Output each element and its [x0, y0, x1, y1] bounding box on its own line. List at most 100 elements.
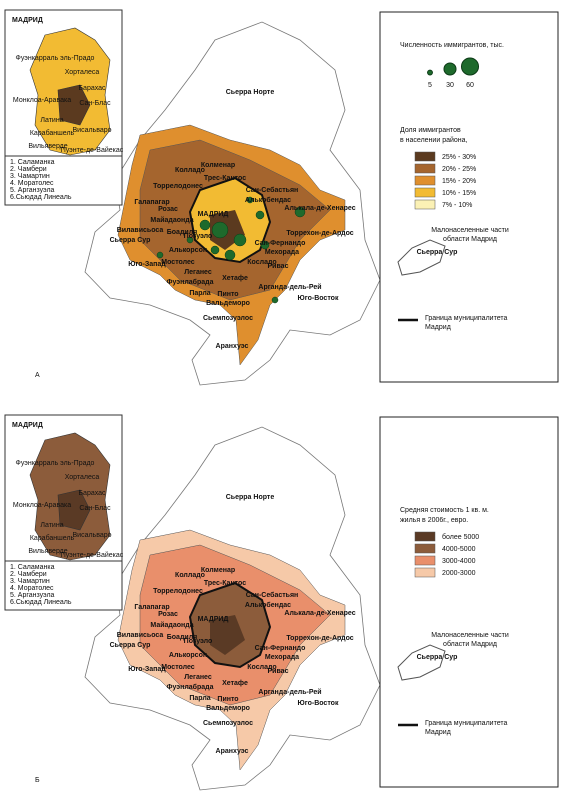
inset-label: Фуэнкарраль эль-Прадо: [16, 55, 95, 62]
map-label: Колладо: [175, 167, 205, 174]
map-panel: Сьерра НортеКолменарКолладоТоррелодонесТ…: [4, 9, 559, 386]
map-label: Вальдеморо: [206, 300, 250, 307]
map-label: Леганес: [184, 269, 212, 276]
immigrant-circle: [224, 249, 236, 261]
map-label: Алькобендас: [245, 196, 291, 204]
legend-swatch: [414, 567, 436, 578]
map-label: Алькорсон: [169, 247, 207, 254]
map-label: Ривас: [268, 668, 289, 675]
immigrant-circle: [255, 210, 265, 220]
map-label: Торрехон-де-Ардос: [286, 230, 353, 237]
size-title: Численность иммигрантов, тыс.: [400, 42, 504, 49]
immigrant-circle: [246, 196, 254, 204]
map-label: Сьерра Сур: [110, 237, 151, 244]
size-circle: [443, 62, 457, 76]
map-label: МАДРИД: [198, 211, 229, 218]
legend-label: 15% - 20%: [442, 178, 476, 185]
legend-label: 10% - 15%: [442, 190, 476, 197]
map-label: Торрелодонес: [153, 183, 203, 190]
immigrant-circle: [186, 236, 194, 244]
map-label: Галапагар: [134, 199, 169, 206]
inset-list-item: 5. Арганзуэла: [10, 592, 55, 599]
legend-label: 3000-4000: [442, 558, 476, 565]
border-label: Граница муниципалитета: [425, 315, 507, 322]
legend-swatch: [414, 543, 436, 554]
panel-letter: А: [35, 372, 40, 379]
map-label: Мостолес: [161, 664, 195, 671]
inset-label: Монклоа-Аравака: [13, 502, 71, 509]
inset-list-item: 2. Чамбери: [10, 570, 47, 578]
map-label: Колменар: [201, 162, 235, 169]
map-label: Алькобендас: [245, 601, 291, 609]
sparse-label: Малонаселенные части: [431, 227, 509, 234]
inset-label: Пуэнте-де-Вайекас: [61, 146, 124, 154]
madrid-center: [210, 615, 245, 655]
sparse-label: области Мадрид: [443, 640, 497, 648]
map-label: Фуэнлабрада: [166, 278, 213, 286]
map-label: Юго-Запад: [128, 261, 166, 268]
sparse-sample: [397, 644, 446, 681]
legend-title: жилья в 2006г., евро.: [400, 517, 468, 524]
inset-list-item: 3. Чамартин: [10, 173, 50, 180]
inset-label: Барахас: [78, 490, 106, 497]
inset-list-item: 3. Чамартин: [10, 578, 50, 585]
map-label: Сьерра Норте: [226, 89, 275, 96]
map-label: Вальдеморо: [206, 705, 250, 712]
map-label: Парла: [189, 695, 210, 702]
map-label: Алькорсон: [169, 652, 207, 659]
map-label: Вилависьоса: [117, 227, 164, 234]
map-label: Арганда-дель-Рей: [258, 283, 321, 291]
map-label: Хетафе: [222, 680, 248, 687]
map-label: Майадаонда: [150, 216, 193, 224]
inset-label: Пуэнте-де-Вайекас: [61, 551, 124, 559]
map-label: Ривас: [268, 263, 289, 270]
inset-list-item: 6.Сьюдад Линеаль: [10, 194, 72, 201]
map-panel: Сьерра НортеКолменарКолладоТоррелодонесТ…: [4, 414, 559, 791]
map-label: Мехорада: [265, 654, 299, 661]
map-label: Розас: [158, 206, 178, 213]
map-label: Алькала-де-Хенарес: [284, 205, 355, 212]
map-label: Розас: [158, 611, 178, 618]
legend-title: Средняя стоимость 1 кв. м.: [400, 507, 489, 514]
inset-label: Хорталеса: [65, 474, 100, 481]
map-label: Пинто: [217, 696, 238, 703]
map-label: Сьерра Сур: [110, 642, 151, 649]
map-label: Хетафе: [222, 275, 248, 282]
inset-core: [57, 84, 91, 126]
inset-label: Фуэнкарраль эль-Прадо: [16, 460, 95, 467]
immigrant-circle: [211, 221, 229, 239]
map-label: Косладо: [247, 259, 276, 266]
size-circle: [460, 57, 480, 76]
legend-label: 2000-3000: [442, 570, 476, 577]
inset-label: Сан-Блас: [79, 100, 111, 107]
inset-label: Висальваро: [72, 532, 111, 539]
legend-swatch: [414, 175, 436, 186]
immigrant-circle: [156, 251, 164, 259]
map-label: Мостолес: [161, 259, 195, 266]
map-label: Пинто: [217, 291, 238, 298]
map-label: Позуэло: [184, 638, 213, 645]
map-label: Сьемпозуэлос: [203, 315, 253, 322]
map-label: Сьерра Норте: [226, 494, 275, 501]
map-label: Вилависьоса: [117, 632, 164, 639]
legend-swatch: [414, 151, 436, 162]
inset-label: Карабаншель: [30, 129, 75, 137]
immigrant-circle: [271, 296, 279, 304]
map-label: Трес-Кантос: [204, 175, 246, 182]
map-label: Аранхуэс: [216, 748, 249, 755]
inset-label: Вильяверде: [28, 548, 67, 555]
sparse-label: области Мадрид: [443, 235, 497, 243]
legend-swatch: [414, 555, 436, 566]
map-label: Торрехон-де-Ардос: [286, 635, 353, 642]
inset-label: Латина: [40, 522, 63, 529]
map-label: Юго-Запад: [128, 666, 166, 673]
map-label: Алькала-де-Хенарес: [284, 610, 355, 617]
map-label: Боадиля: [167, 229, 197, 236]
legend-swatch: [414, 199, 436, 210]
map-label: Трес-Кантос: [204, 580, 246, 587]
legend-swatch: [414, 531, 436, 542]
size-label: 60: [466, 82, 474, 89]
legend-box: [379, 416, 559, 788]
legend-swatch: [414, 163, 436, 174]
